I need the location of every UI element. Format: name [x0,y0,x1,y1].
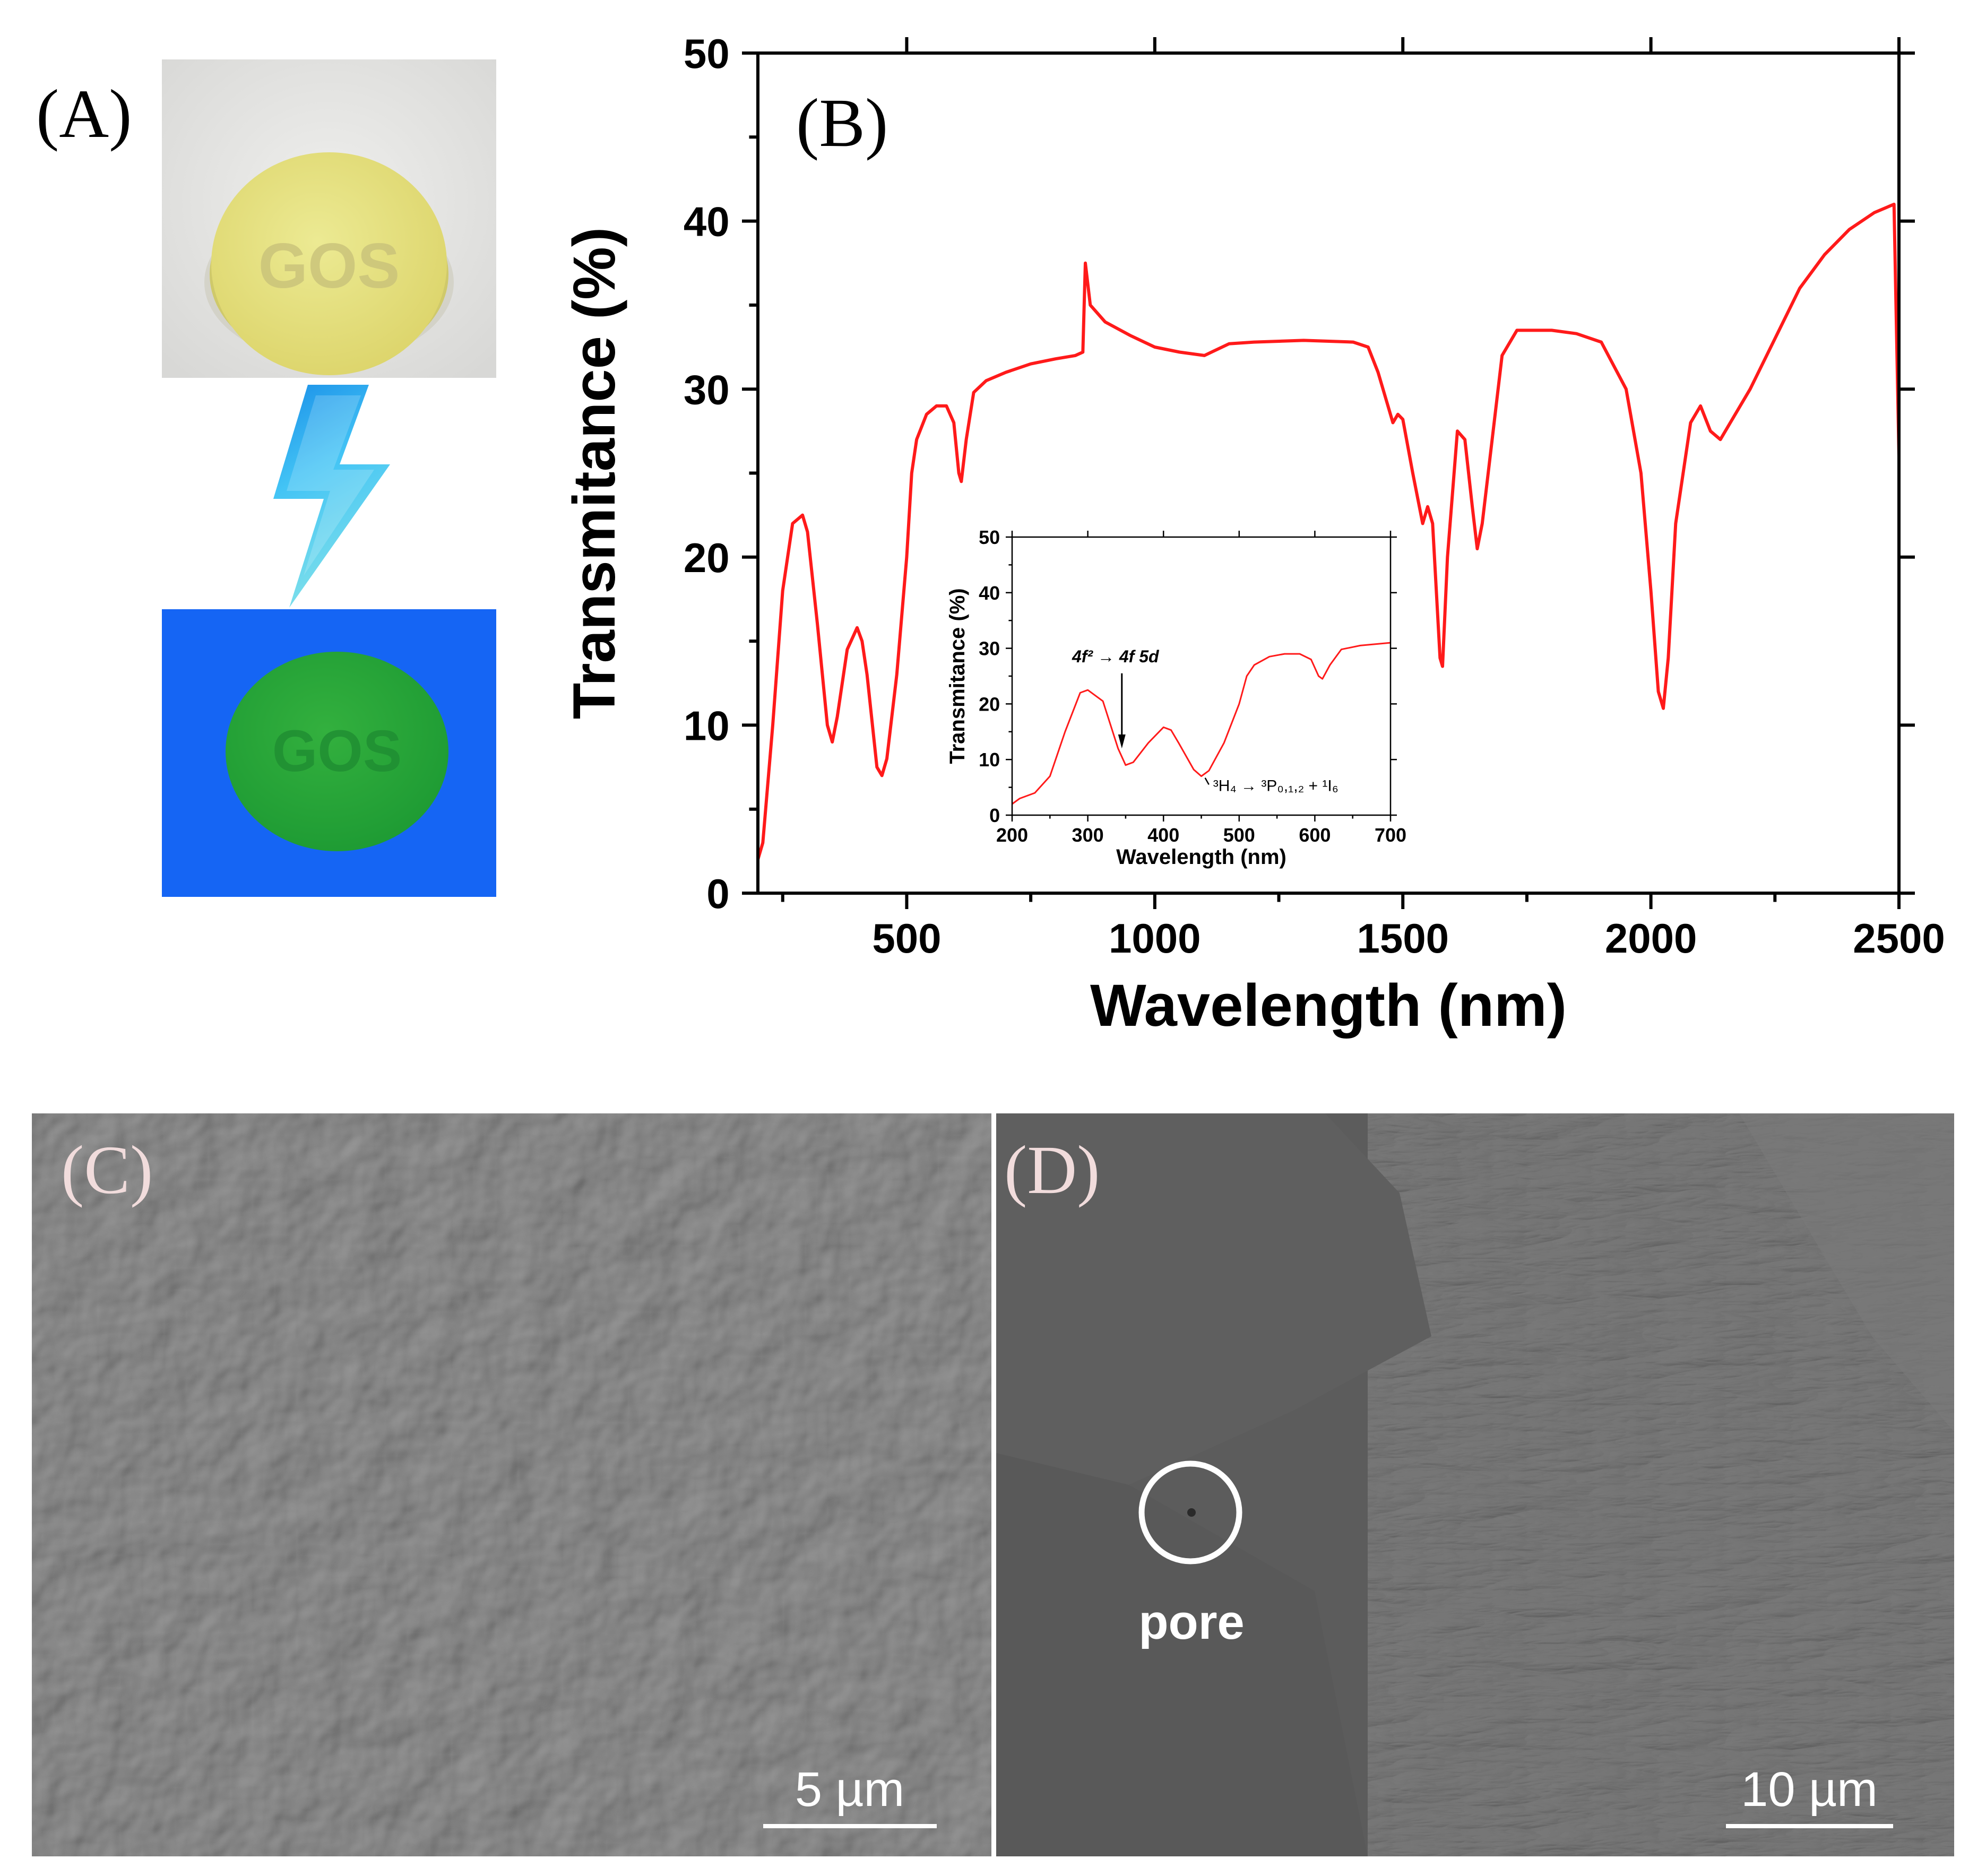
y-tick-label: 0 [989,805,1000,826]
sem-image-surface: (C) 5 µm [32,1113,991,1856]
y-tick-label: 30 [979,638,1000,660]
sample-photo-daylight: GOS [162,59,496,378]
disc-engraving-uv: GOS [272,719,402,784]
x-tick-label: 300 [1072,824,1104,846]
lightning-icon [273,385,390,608]
ceramic-disc [211,152,447,375]
y-tick-label: 10 [979,749,1000,771]
x-tick-label: 600 [1299,824,1331,846]
y-tick-label: 50 [979,526,1000,548]
transmittance-chart: (B) 500 1000 1500 2000 250001020304050Wavele… [561,30,1945,1039]
x-tick-label: 500 [872,915,941,962]
scale-bar-label: 5 µm [795,1762,904,1817]
panel-d-label: (D) [1004,1132,1100,1208]
luminescent-disc [226,652,448,851]
x-tick-label: 2000 [1605,915,1697,962]
inset-arrow-head [1118,734,1126,749]
inset-arrow [1204,777,1210,785]
y-tick-label: 20 [684,534,730,581]
x-tick-label: 200 [996,824,1028,846]
x-tick-label: 400 [1147,824,1179,846]
pore [1187,1508,1196,1517]
panel-a-label: (A) [36,76,132,152]
sem-image-fracture: (D) pore 10 µm [996,1113,1954,1856]
y-tick-label: 40 [684,198,730,245]
x-axis-label: Wavelength (nm) [1090,972,1567,1039]
scale-bar-label: 10 µm [1741,1762,1878,1817]
y-tick-label: 30 [684,366,730,413]
inset-background [1012,537,1391,815]
y-tick-label: 20 [979,693,1000,715]
x-tick-label: 500 [1223,824,1255,846]
sem-divider [991,1113,996,1856]
inset-annotation-4f5d: 4f² → 4f 5d [1072,647,1160,666]
disc-engraving: GOS [258,230,400,301]
y-tick-label: 50 [684,30,730,77]
x-axis-label: Wavelength (nm) [1116,845,1286,869]
y-tick-label: 10 [684,702,730,749]
pore-label: pore [1138,1595,1244,1649]
y-tick-label: 0 [706,870,729,917]
y-tick-label: 40 [979,582,1000,604]
x-tick-label: 1500 [1357,915,1449,962]
x-tick-label: 700 [1375,824,1406,846]
inset-annotation-3h4: ³H₄ → ³P₀,₁,₂ + ¹I₆ [1213,777,1339,794]
x-tick-label: 1000 [1109,915,1201,962]
panel-b-label: (B) [796,85,888,161]
y-axis-label: Transmitance (%) [561,227,627,719]
pore-highlight-circle [1138,1460,1242,1564]
y-axis-label: Transmitance (%) [946,588,969,764]
series-line [756,202,1901,860]
x-tick-label: 2500 [1853,915,1945,962]
sample-photo-uv: GOS [162,609,496,897]
panel-c-label: (C) [61,1132,153,1208]
series-line [1012,642,1391,805]
